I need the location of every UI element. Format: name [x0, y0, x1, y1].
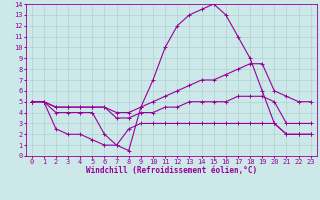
- X-axis label: Windchill (Refroidissement éolien,°C): Windchill (Refroidissement éolien,°C): [86, 166, 257, 175]
